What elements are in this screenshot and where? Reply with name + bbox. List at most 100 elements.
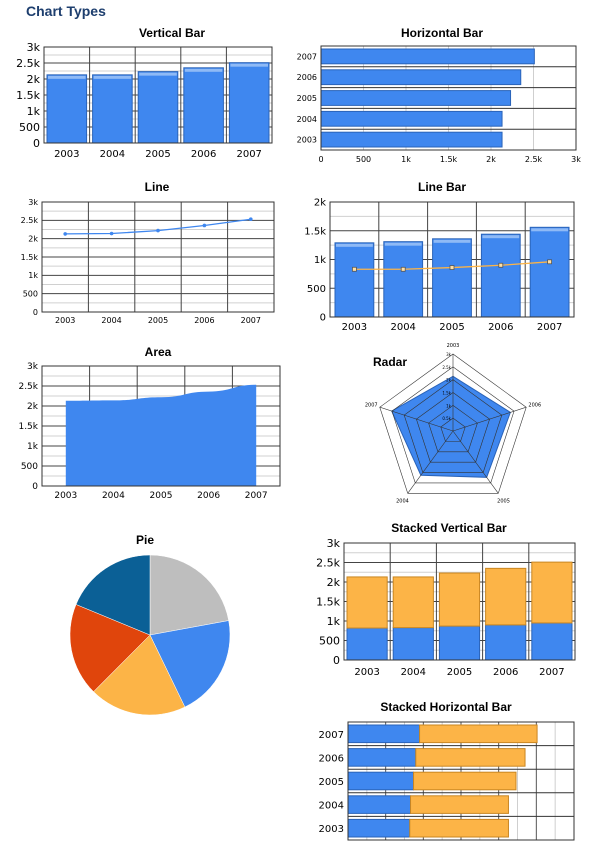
radar-category-label: 2007 — [365, 402, 378, 408]
x-tick-label: 2003 — [354, 667, 379, 678]
bar-segment — [531, 622, 573, 661]
y-tick-label: 2003 — [319, 824, 344, 835]
chart-title: Radar — [373, 355, 407, 369]
radar-spoke — [452, 406, 527, 432]
x-tick-label: 2003 — [54, 491, 77, 501]
data-point — [109, 231, 114, 236]
x-tick-label: 2005 — [148, 316, 168, 325]
bar — [183, 67, 224, 144]
plot-frame — [343, 542, 576, 661]
data-point — [498, 262, 504, 268]
radar-chart: Radar 2003 2006 2005 2004 2007 0.5k 1k 1.5k 2k 2.5… — [330, 338, 580, 508]
x-tick-label: 2007 — [236, 149, 261, 160]
chart-title: Vertical Bar — [139, 26, 205, 40]
bar-segment — [392, 576, 434, 629]
bar-highlight — [482, 235, 520, 239]
bar — [383, 241, 424, 318]
data-point — [352, 266, 357, 272]
y-tick-label: 0 — [33, 308, 38, 317]
pie-chart: Pie — [40, 528, 260, 723]
bar — [320, 69, 522, 86]
x-tick-label: 2k — [486, 155, 496, 164]
chart-title: Pie — [136, 533, 154, 547]
y-tick-label: 2006 — [319, 753, 344, 764]
y-tick-label: 3k — [327, 537, 341, 550]
radar-tick-label: 2k — [446, 378, 452, 383]
x-tick-label: 2004 — [390, 322, 415, 333]
radar-ring — [391, 366, 515, 484]
y-tick-label: 2.5k — [18, 382, 38, 392]
radar-ring — [416, 392, 490, 463]
plot-frame — [347, 721, 575, 841]
y-tick-label: 2004 — [297, 115, 317, 124]
plot-frame — [41, 201, 275, 313]
bar-segment — [347, 795, 412, 814]
x-tick-label: 2.5k — [525, 155, 543, 164]
x-tick-label: 1.5k — [440, 155, 458, 164]
x-tick-label: 2005 — [447, 667, 472, 678]
bar — [320, 110, 503, 127]
bar-segment — [346, 576, 388, 629]
bar — [334, 242, 375, 318]
y-tick-label: 1k — [327, 615, 341, 628]
bar-highlight — [230, 63, 268, 67]
bar-segment — [438, 572, 481, 627]
y-tick-label: 0 — [33, 137, 40, 150]
bar-highlight — [384, 242, 422, 246]
x-tick-label: 2005 — [439, 322, 464, 333]
radar-tick-label: 1k — [446, 403, 452, 408]
bar-segment — [347, 818, 411, 838]
data-point — [449, 265, 455, 270]
y-tick-label: 3k — [27, 41, 41, 54]
y-tick-label: 2003 — [297, 136, 317, 145]
y-tick-label: 1k — [27, 105, 41, 118]
bar — [432, 238, 472, 318]
x-tick-label: 2007 — [537, 322, 562, 333]
x-tick-label: 2003 — [54, 149, 79, 160]
radar-tick-label: 3k — [446, 352, 452, 357]
x-tick-label: 0 — [318, 155, 323, 164]
y-tick-label: 1k — [28, 271, 38, 280]
area-fill — [65, 384, 257, 486]
pie-slice — [75, 554, 151, 636]
radar-spoke — [379, 406, 454, 432]
bar-highlight — [336, 243, 373, 247]
pie-slice — [149, 554, 229, 636]
y-tick-label: 3k — [27, 362, 39, 372]
x-tick-label: 2006 — [191, 149, 216, 160]
bar — [228, 62, 270, 144]
y-tick-label: 1k — [314, 255, 326, 266]
y-tick-label: 2005 — [319, 777, 344, 788]
y-tick-label: 500 — [307, 284, 326, 295]
bar-highlight — [139, 72, 177, 76]
y-tick-label: 2005 — [297, 94, 317, 103]
x-tick-label: 2006 — [488, 322, 513, 333]
bar — [320, 90, 512, 106]
bar — [320, 131, 503, 148]
y-tick-label: 0 — [320, 313, 326, 324]
bar-segment — [392, 627, 434, 661]
bar-segment — [485, 567, 527, 626]
area-chart: Area 0 500 1k 1.5k 2k 2.5k 3k 2003 2004 2005 2006 20… — [0, 340, 300, 505]
y-tick-label: 2.5k — [316, 556, 340, 569]
chart-title: Stacked Vertical Bar — [391, 521, 507, 535]
y-tick-label: 3k — [28, 198, 38, 207]
y-tick-label: 500 — [19, 121, 40, 134]
bar-segment — [419, 724, 538, 744]
chart-title: Stacked Horizontal Bar — [380, 700, 512, 714]
x-tick-label: 2005 — [150, 491, 173, 501]
chart-title: Horizontal Bar — [401, 26, 483, 40]
plot-frame — [329, 201, 575, 318]
radar-tick-label: 1.5k — [442, 391, 451, 396]
radar-ring — [379, 353, 527, 494]
data-point — [156, 228, 160, 233]
y-tick-label: 2k — [27, 73, 41, 86]
y-tick-label: 2k — [327, 576, 341, 589]
page-title: Chart Types — [26, 3, 106, 19]
x-tick-label: 2005 — [145, 149, 170, 160]
y-tick-label: 500 — [21, 462, 38, 472]
chart-title: Line Bar — [418, 180, 466, 194]
x-tick-label: 2004 — [102, 491, 125, 501]
x-tick-label: 2004 — [100, 149, 125, 160]
radar-area — [391, 375, 511, 478]
